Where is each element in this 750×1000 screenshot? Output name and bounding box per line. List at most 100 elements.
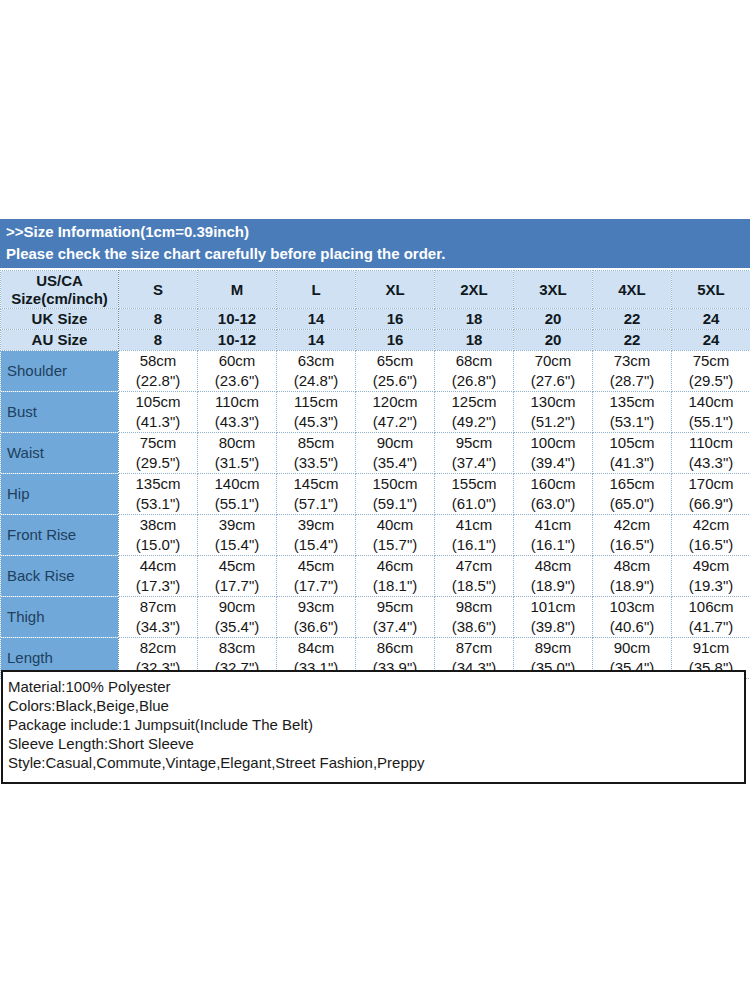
region-size-cell: 8 (119, 330, 198, 351)
measurement-cell: 41cm(16.1") (435, 515, 514, 556)
measurement-cell: 120cm(47.2") (356, 392, 435, 433)
measurement-cell: 39cm(15.4") (277, 515, 356, 556)
measurement-cell: 105cm(41.3") (119, 392, 198, 433)
size-chart-page: { "banner": { "line1": ">>Size Informati… (0, 0, 750, 1000)
measurement-cell: 47cm(18.5") (435, 556, 514, 597)
region-size-cell: 14 (277, 309, 356, 330)
banner-title: >>Size Information(1cm=0.39inch) (6, 221, 750, 243)
size-header-cell: 4XL (593, 271, 672, 309)
size-header-cell: 3XL (514, 271, 593, 309)
size-info-banner: >>Size Information(1cm=0.39inch) Please … (0, 219, 750, 268)
region-size-cell: 16 (356, 309, 435, 330)
region-size-cell: 20 (514, 330, 593, 351)
measurement-cell: 48cm(18.9") (593, 556, 672, 597)
measurement-cell: 93cm(36.6") (277, 597, 356, 638)
region-size-cell: 18 (435, 330, 514, 351)
measurement-label: Front Rise (1, 515, 119, 556)
measurement-cell: 100cm(39.4") (514, 433, 593, 474)
measurement-cell: 106cm(41.7") (672, 597, 750, 638)
measurement-cell: 103cm(40.6") (593, 597, 672, 638)
measurement-row: Hip135cm(53.1")140cm(55.1")145cm(57.1")1… (1, 474, 750, 515)
measurement-cell: 160cm(63.0") (514, 474, 593, 515)
measurement-cell: 130cm(51.2") (514, 392, 593, 433)
measurement-cell: 48cm(18.9") (514, 556, 593, 597)
size-header-cell: M (198, 271, 277, 309)
region-size-cell: 16 (356, 330, 435, 351)
us-ca-size-header: US/CASize(cm/inch) (1, 271, 119, 309)
measurement-cell: 110cm(43.3") (198, 392, 277, 433)
measurement-cell: 85cm(33.5") (277, 433, 356, 474)
measurement-cell: 125cm(49.2") (435, 392, 514, 433)
size-header-cell: S (119, 271, 198, 309)
measurement-cell: 95cm(37.4") (435, 433, 514, 474)
measurement-cell: 42cm(16.5") (672, 515, 750, 556)
product-info-line: Style:Casual,Commute,Vintage,Elegant,Str… (8, 753, 744, 772)
measurement-cell: 110cm(43.3") (672, 433, 750, 474)
size-header-cell: XL (356, 271, 435, 309)
product-info-line: Material:100% Polyester (8, 677, 744, 696)
measurement-cell: 105cm(41.3") (593, 433, 672, 474)
measurement-cell: 150cm(59.1") (356, 474, 435, 515)
region-size-cell: 10-12 (198, 330, 277, 351)
size-header-cell: L (277, 271, 356, 309)
measurement-cell: 90cm(35.4") (198, 597, 277, 638)
measurement-cell: 135cm(53.1") (119, 474, 198, 515)
size-header-cell: 5XL (672, 271, 750, 309)
measurement-label: Bust (1, 392, 119, 433)
au-size-row-label: AU Size (1, 330, 119, 351)
measurement-label: Hip (1, 474, 119, 515)
measurement-cell: 65cm(25.6") (356, 351, 435, 392)
region-size-cell: 24 (672, 330, 750, 351)
measurement-row: Thigh87cm(34.3")90cm(35.4")93cm(36.6")95… (1, 597, 750, 638)
region-size-cell: 10-12 (198, 309, 277, 330)
measurement-cell: 80cm(31.5") (198, 433, 277, 474)
measurement-cell: 75cm(29.5") (119, 433, 198, 474)
measurement-cell: 101cm(39.8") (514, 597, 593, 638)
region-size-cell: 22 (593, 309, 672, 330)
measurement-cell: 40cm(15.7") (356, 515, 435, 556)
banner-subtitle: Please check the size chart carefully be… (6, 243, 750, 265)
measurement-cell: 140cm(55.1") (672, 392, 750, 433)
product-info-line: Sleeve Length:Short Sleeve (8, 734, 744, 753)
measurement-cell: 155cm(61.0") (435, 474, 514, 515)
measurement-cell: 75cm(29.5") (672, 351, 750, 392)
measurement-cell: 135cm(53.1") (593, 392, 672, 433)
region-size-cell: 24 (672, 309, 750, 330)
measurement-label: Back Rise (1, 556, 119, 597)
measurement-cell: 39cm(15.4") (198, 515, 277, 556)
uk-size-row-label: UK Size (1, 309, 119, 330)
region-size-cell: 14 (277, 330, 356, 351)
measurement-label: Shoulder (1, 351, 119, 392)
measurement-cell: 38cm(15.0") (119, 515, 198, 556)
uk-size-row: UK Size810-12141618202224 (1, 309, 750, 330)
measurement-cell: 58cm(22.8") (119, 351, 198, 392)
measurement-cell: 145cm(57.1") (277, 474, 356, 515)
measurement-cell: 49cm(19.3") (672, 556, 750, 597)
measurement-cell: 165cm(65.0") (593, 474, 672, 515)
measurement-cell: 140cm(55.1") (198, 474, 277, 515)
measurement-cell: 46cm(18.1") (356, 556, 435, 597)
region-size-cell: 18 (435, 309, 514, 330)
region-size-cell: 22 (593, 330, 672, 351)
measurement-label: Thigh (1, 597, 119, 638)
measurement-cell: 42cm(16.5") (593, 515, 672, 556)
measurement-cell: 68cm(26.8") (435, 351, 514, 392)
measurement-cell: 70cm(27.6") (514, 351, 593, 392)
measurement-cell: 115cm(45.3") (277, 392, 356, 433)
measurement-cell: 98cm(38.6") (435, 597, 514, 638)
measurement-cell: 170cm(66.9") (672, 474, 750, 515)
measurement-cell: 73cm(28.7") (593, 351, 672, 392)
measurement-cell: 63cm(24.8") (277, 351, 356, 392)
measurement-cell: 87cm(34.3") (119, 597, 198, 638)
measurement-row: Shoulder58cm(22.8")60cm(23.6")63cm(24.8"… (1, 351, 750, 392)
measurement-label: Waist (1, 433, 119, 474)
size-header-row: US/CASize(cm/inch)SMLXL2XL3XL4XL5XL (1, 271, 750, 309)
product-info-box: Material:100% PolyesterColors:Black,Beig… (1, 670, 746, 784)
au-size-row: AU Size810-12141618202224 (1, 330, 750, 351)
product-info-line: Colors:Black,Beige,Blue (8, 696, 744, 715)
measurement-cell: 45cm(17.7") (198, 556, 277, 597)
measurement-row: Front Rise38cm(15.0")39cm(15.4")39cm(15.… (1, 515, 750, 556)
measurement-cell: 95cm(37.4") (356, 597, 435, 638)
size-chart-table: US/CASize(cm/inch)SMLXL2XL3XL4XL5XLUK Si… (0, 270, 750, 679)
measurement-row: Back Rise44cm(17.3")45cm(17.7")45cm(17.7… (1, 556, 750, 597)
